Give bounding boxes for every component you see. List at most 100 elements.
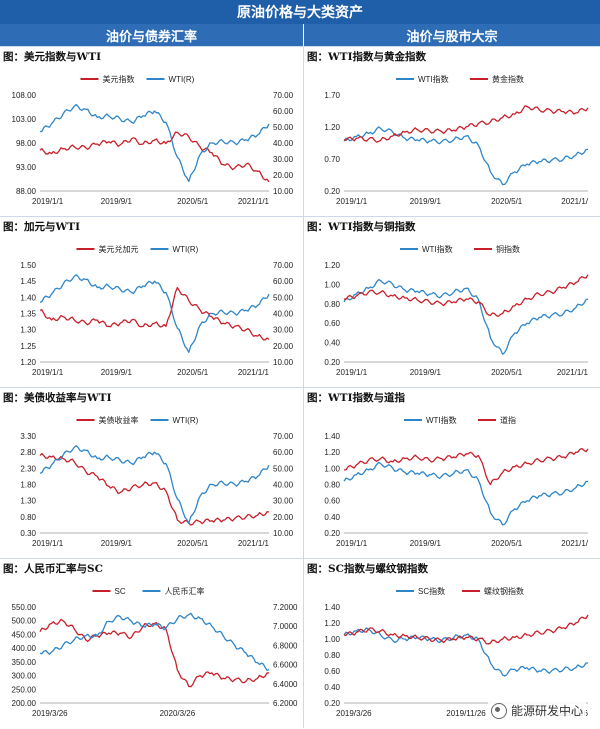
line-chart: 美元指数 WTI(R) 108.00 103.00 98.00 93.00 88.00 70.… bbox=[12, 74, 294, 206]
y-tick-label: 0.60 bbox=[324, 319, 340, 328]
series-line bbox=[343, 274, 589, 317]
y2-tick-label: 50.00 bbox=[273, 293, 294, 302]
line-chart: SC 人民币汇率 550.00 500.00 450.00 400.00 350.00 300… bbox=[12, 586, 298, 718]
x-tick-label: 2019/11/26 bbox=[446, 709, 486, 718]
series-line bbox=[39, 612, 270, 672]
y-tick-label: 250.00 bbox=[12, 685, 37, 694]
y-tick-label: 1.25 bbox=[20, 342, 36, 351]
x-tick-label: 2021/1/1 bbox=[238, 539, 270, 548]
line-chart: WTI指数 铜指数 1.20 1.00 0.80 0.60 0.40 0.202019/1/1… bbox=[324, 244, 589, 377]
chart-title: 图：人民币汇率与SC bbox=[3, 563, 103, 575]
legend-label: SC bbox=[115, 587, 126, 596]
legend-label: 螺纹钢指数 bbox=[484, 586, 524, 596]
y-tick-label: 0.20 bbox=[324, 529, 340, 538]
y-tick-label: 350.00 bbox=[12, 658, 37, 667]
y2-tick-label: 20.00 bbox=[273, 171, 294, 180]
y-tick-label: 0.80 bbox=[324, 651, 340, 660]
x-tick-label: 2019/3/26 bbox=[336, 709, 372, 718]
legend-label: WTI(R) bbox=[169, 75, 195, 84]
y-tick-label: 1.00 bbox=[324, 280, 340, 289]
x-tick-label: 2019/1/1 bbox=[336, 368, 368, 377]
chart-panel: 图：WTI指数与道指 WTI指数 道指 1.40 1.20 1.00 0.80 0.60 0.4… bbox=[304, 387, 600, 559]
y2-tick-label: 30.00 bbox=[273, 497, 294, 506]
y2-tick-label: 20.00 bbox=[273, 342, 294, 351]
x-tick-label: 2021/1/1 bbox=[238, 197, 270, 206]
y2-tick-label: 10.00 bbox=[273, 529, 294, 538]
chart-title: 图：WTI指数与道指 bbox=[307, 392, 406, 404]
y-tick-label: 1.45 bbox=[20, 277, 36, 286]
legend-label: WTI指数 bbox=[426, 415, 457, 425]
legend-label: WTI(R) bbox=[173, 416, 199, 425]
y2-tick-label: 60.00 bbox=[273, 277, 294, 286]
y-tick-label: 1.00 bbox=[324, 635, 340, 644]
y-tick-label: 1.20 bbox=[324, 123, 340, 132]
y-tick-label: 200.00 bbox=[12, 699, 37, 708]
left-section-header: 油价与债券汇率 bbox=[0, 24, 303, 46]
line-chart: WTI指数 道指1.401.201.000.800.600.400.202019/… bbox=[324, 415, 589, 548]
legend-label: WTI指数 bbox=[418, 74, 449, 84]
series-line bbox=[343, 278, 589, 355]
y2-tick-label: 60.00 bbox=[273, 448, 294, 457]
legend-label: 人民币汇率 bbox=[165, 586, 205, 596]
y2-tick-label: 70.00 bbox=[273, 91, 294, 100]
series-line bbox=[39, 131, 270, 183]
legend-label: 道指 bbox=[500, 415, 516, 425]
line-chart: 美元兑加元 WTI(R) 1.50 1.45 1.40 1.35 1.30 1.25 1.20 7… bbox=[20, 244, 294, 377]
y-tick-label: 98.00 bbox=[16, 139, 37, 148]
y-tick-label: 0.20 bbox=[324, 699, 340, 708]
legend-label: WTI(R) bbox=[173, 245, 199, 254]
y-tick-label: 93.00 bbox=[16, 163, 37, 172]
right-section-title: 油价与股市大宗 bbox=[406, 29, 498, 45]
x-tick-label: 2020/5/1 bbox=[177, 539, 209, 548]
x-tick-label: 2019/1/1 bbox=[32, 197, 64, 206]
y-tick-label: 0.60 bbox=[324, 667, 340, 676]
chart-title: 图：美债收益率与WTI bbox=[3, 392, 112, 404]
y-tick-label: 1.20 bbox=[324, 619, 340, 628]
wechat-icon bbox=[490, 702, 507, 719]
series-line bbox=[343, 126, 589, 186]
y2-tick-label: 6.2000 bbox=[273, 699, 298, 708]
right-section-header: 油价与股市大宗 bbox=[304, 24, 600, 46]
legend-label: 美债收益率 bbox=[99, 415, 139, 425]
y2-tick-label: 70.00 bbox=[273, 261, 294, 270]
y-tick-label: 550.00 bbox=[12, 603, 37, 612]
x-tick-label: 2020/5/1 bbox=[491, 197, 523, 206]
y-tick-label: 0.30 bbox=[20, 529, 36, 538]
series-line bbox=[344, 447, 589, 486]
series-line bbox=[343, 614, 589, 645]
y-tick-label: 2.30 bbox=[20, 464, 36, 473]
series-line bbox=[39, 445, 270, 524]
x-tick-label: 2020/5/1 bbox=[491, 368, 523, 377]
y-tick-label: 1.30 bbox=[20, 497, 36, 506]
x-tick-label: 2020/5/1 bbox=[177, 368, 209, 377]
x-tick-label: 2019/1/1 bbox=[32, 539, 64, 548]
x-tick-label: 2019/9/1 bbox=[410, 539, 442, 548]
y2-tick-label: 40.00 bbox=[273, 310, 294, 319]
y2-tick-label: 7.0000 bbox=[273, 622, 298, 631]
chart-panel: 图：人民币汇率与SC SC 人民币汇率 550.00 500.00 450.00 400.0… bbox=[0, 558, 303, 729]
y-tick-label: 0.40 bbox=[324, 683, 340, 692]
x-tick-label: 2019/3/26 bbox=[32, 709, 68, 718]
y-tick-label: 0.40 bbox=[324, 339, 340, 348]
y-tick-label: 450.00 bbox=[12, 630, 37, 639]
y2-tick-label: 10.00 bbox=[273, 358, 294, 367]
left-section-title: 油价与债券汇率 bbox=[105, 29, 197, 45]
watermark-text: 能源研发中心 bbox=[510, 704, 583, 718]
x-tick-label: 2019/9/1 bbox=[101, 539, 133, 548]
chart-panel: 图：加元与WTI 美元兑加元 WTI(R) 1.50 1.45 1.40 1.35 1.30 1… bbox=[0, 216, 303, 388]
y-tick-label: 1.20 bbox=[324, 261, 340, 270]
line-chart: 美债收益率 WTI(R) 3.30 2.80 2.30 1.80 1.30 0.80 0.30 7… bbox=[20, 415, 294, 548]
y-tick-label: 0.60 bbox=[324, 497, 340, 506]
x-tick-label: 2021/1/ bbox=[561, 539, 588, 548]
y-tick-label: 400.00 bbox=[12, 644, 37, 653]
y2-tick-label: 60.00 bbox=[273, 107, 294, 116]
y2-tick-label: 50.00 bbox=[273, 464, 294, 473]
y-tick-label: 0.80 bbox=[324, 481, 340, 490]
y-tick-label: 1.30 bbox=[20, 326, 36, 335]
y-tick-label: 1.20 bbox=[324, 448, 340, 457]
series-line bbox=[343, 627, 588, 677]
x-tick-label: 2019/9/1 bbox=[410, 368, 442, 377]
y-tick-label: 1.80 bbox=[20, 481, 36, 490]
y-tick-label: 1.40 bbox=[324, 603, 340, 612]
x-tick-label: 2019/9/1 bbox=[410, 197, 442, 206]
